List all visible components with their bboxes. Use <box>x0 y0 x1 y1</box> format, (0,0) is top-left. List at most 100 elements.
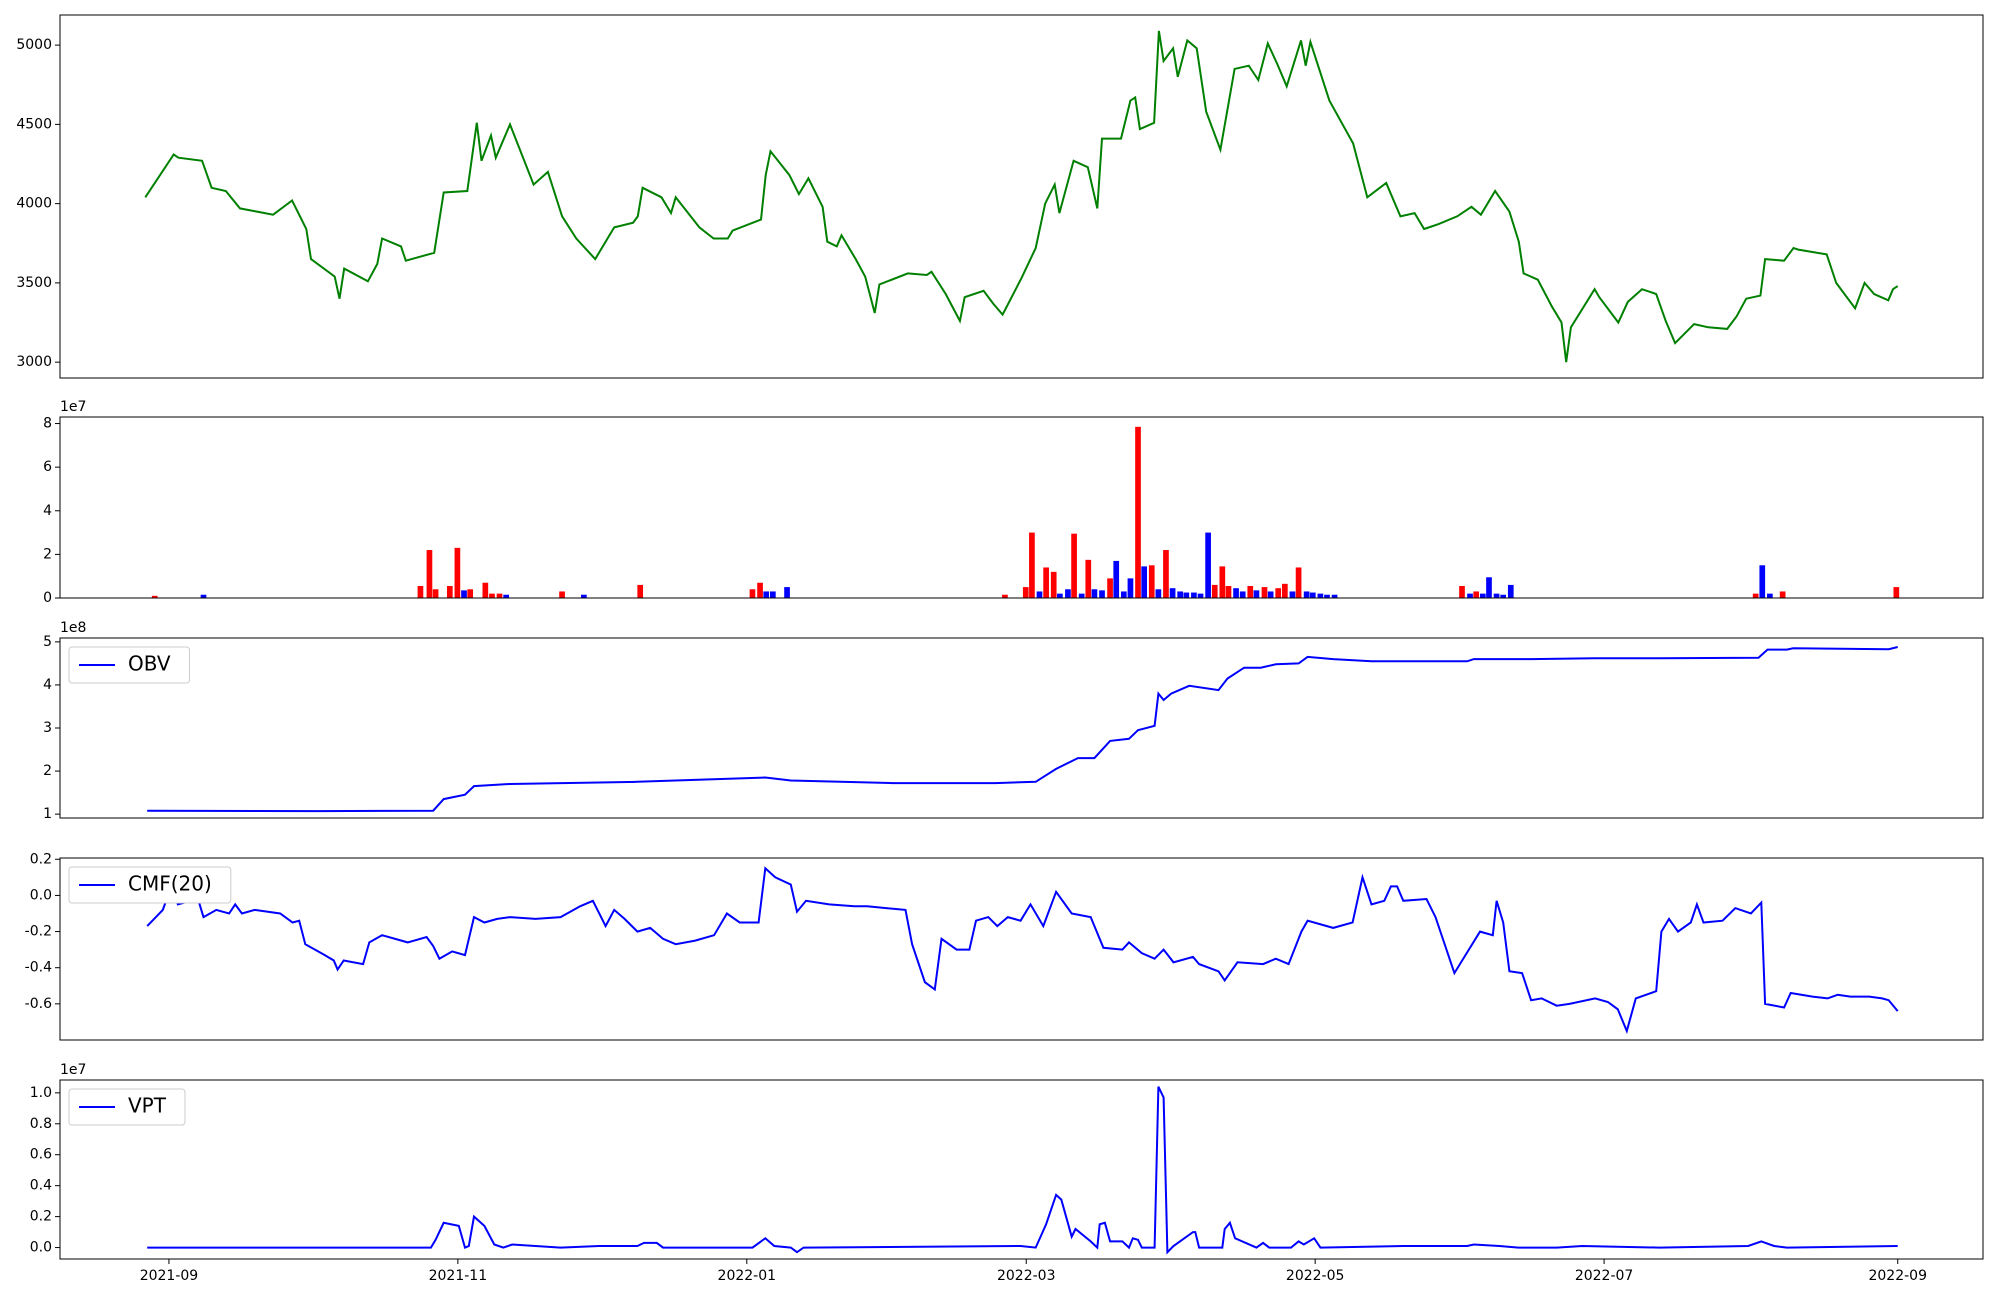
y-tick-label: 4500 <box>16 116 52 132</box>
y-tick-label: 8 <box>43 416 52 432</box>
volume-bar <box>1507 584 1514 598</box>
volume-bar <box>1486 577 1492 598</box>
y-tick-label: 0.4 <box>30 1178 52 1194</box>
volume-bar <box>1309 592 1316 598</box>
volume-bar <box>1197 593 1204 598</box>
y-tick-label: 1.0 <box>30 1085 52 1101</box>
indicator-line <box>147 1086 1898 1255</box>
volume-bar <box>482 582 489 598</box>
y-tick-label: 4 <box>43 677 52 693</box>
volume-bar <box>1057 593 1063 598</box>
volume-bar <box>1219 566 1226 598</box>
volume-bar <box>769 591 776 598</box>
y-tick-label: 4 <box>43 503 52 519</box>
y-tick-label: 3500 <box>16 275 52 291</box>
volume-bar <box>1247 586 1254 598</box>
x-tick-label: 2021-11 <box>429 1268 488 1284</box>
volume-bar <box>417 586 424 598</box>
y-tick-label: 0.6 <box>30 1147 52 1163</box>
volume-bar <box>1191 592 1197 598</box>
volume-bar <box>1183 592 1190 598</box>
volume-bar <box>559 591 565 598</box>
volume-bar <box>1317 593 1324 598</box>
axes-frame <box>59 416 1984 599</box>
y-tick-label: 2 <box>43 763 52 779</box>
axes-frame <box>59 637 1984 819</box>
indicator-line <box>146 866 1899 1035</box>
volume-bar <box>1085 559 1092 598</box>
volume-bar <box>446 586 453 598</box>
volume-bar <box>1029 532 1035 598</box>
volume-bar <box>1113 560 1120 598</box>
volume-bar <box>1459 586 1465 598</box>
volume-bar <box>1767 593 1773 598</box>
y-tick-label: 0.8 <box>30 1116 52 1132</box>
volume-bar <box>1479 593 1486 598</box>
x-tick-label: 2022-05 <box>1286 1268 1345 1284</box>
y-tick-label: 2 <box>43 546 52 562</box>
legend-label: OBV <box>128 652 171 676</box>
volume-bar <box>1120 591 1127 598</box>
volume-bar <box>1036 591 1043 598</box>
legend-box <box>68 866 232 904</box>
panel: 1 2 3 4 5 1e8 OBV <box>43 620 1984 822</box>
axes-frame <box>59 1079 1984 1260</box>
volume-bar <box>1225 586 1232 598</box>
y-tick-label: -0.6 <box>25 996 52 1012</box>
volume-bar <box>489 593 495 598</box>
volume-bar <box>757 582 763 598</box>
y-tick-label: 0.0 <box>30 887 52 903</box>
volume-bar <box>1043 567 1049 598</box>
volume-bar <box>1078 593 1085 598</box>
y-tick-label: 0.2 <box>30 1209 52 1225</box>
offset-label: 1e8 <box>60 620 86 636</box>
volume-bar <box>763 591 770 598</box>
volume-bar <box>1282 583 1288 598</box>
volume-bar <box>1331 594 1338 598</box>
volume-bar <box>1500 594 1507 598</box>
x-tick-label: 2022-07 <box>1575 1268 1634 1284</box>
indicator-line <box>147 646 1898 813</box>
volume-bar <box>426 550 433 598</box>
offset-label: 1e7 <box>60 1062 86 1078</box>
panel: 0 2 4 6 8 1e7 <box>43 399 1984 606</box>
x-tick-label: 2022-03 <box>997 1268 1056 1284</box>
volume-bar <box>496 593 503 598</box>
y-tick-label: 3000 <box>16 354 52 370</box>
volume-bar <box>151 595 158 598</box>
panel: -0.6 -0.4 -0.2 0.0 0.2 CMF(20) <box>25 851 1984 1041</box>
volume-bar <box>637 584 644 598</box>
volume-bar <box>1261 587 1268 598</box>
volume-bar <box>1467 593 1473 598</box>
volume-bar <box>1893 587 1900 598</box>
volume-bar <box>1233 588 1239 598</box>
volume-bar <box>1099 590 1105 598</box>
volume-bar <box>1141 566 1148 598</box>
volume-bar <box>1779 591 1786 598</box>
volume-bar <box>1253 590 1260 598</box>
volume-bar <box>1267 591 1274 598</box>
volume-bar <box>1211 584 1218 598</box>
legend: CMF(20) <box>68 866 232 904</box>
panel: 0.0 0.2 0.4 0.6 0.8 1.0 2021-09 2021-11 2022-01 2… <box>30 1062 1984 1284</box>
y-tick-label: 5 <box>43 634 52 650</box>
y-tick-label: 0.0 <box>30 1240 52 1256</box>
volume-bar <box>1205 532 1211 598</box>
legend-label: VPT <box>128 1094 167 1118</box>
volume-bar <box>1022 587 1029 598</box>
volume-bar <box>1148 565 1155 598</box>
volume-bar <box>1135 426 1141 598</box>
volume-bar <box>1091 589 1098 598</box>
volume-bar <box>1163 550 1169 598</box>
volume-bar <box>1065 589 1071 598</box>
volume-bar <box>1071 533 1077 598</box>
panel: 3000 3500 4000 4500 5000 <box>16 14 1984 379</box>
legend: VPT <box>68 1088 186 1126</box>
volume-bar <box>1002 594 1008 598</box>
volume-bar <box>1275 588 1282 598</box>
y-tick-label: 0.2 <box>30 851 52 867</box>
volume-bar <box>1303 591 1310 598</box>
volume-bar <box>1473 591 1480 598</box>
y-tick-label: 5000 <box>16 37 52 53</box>
